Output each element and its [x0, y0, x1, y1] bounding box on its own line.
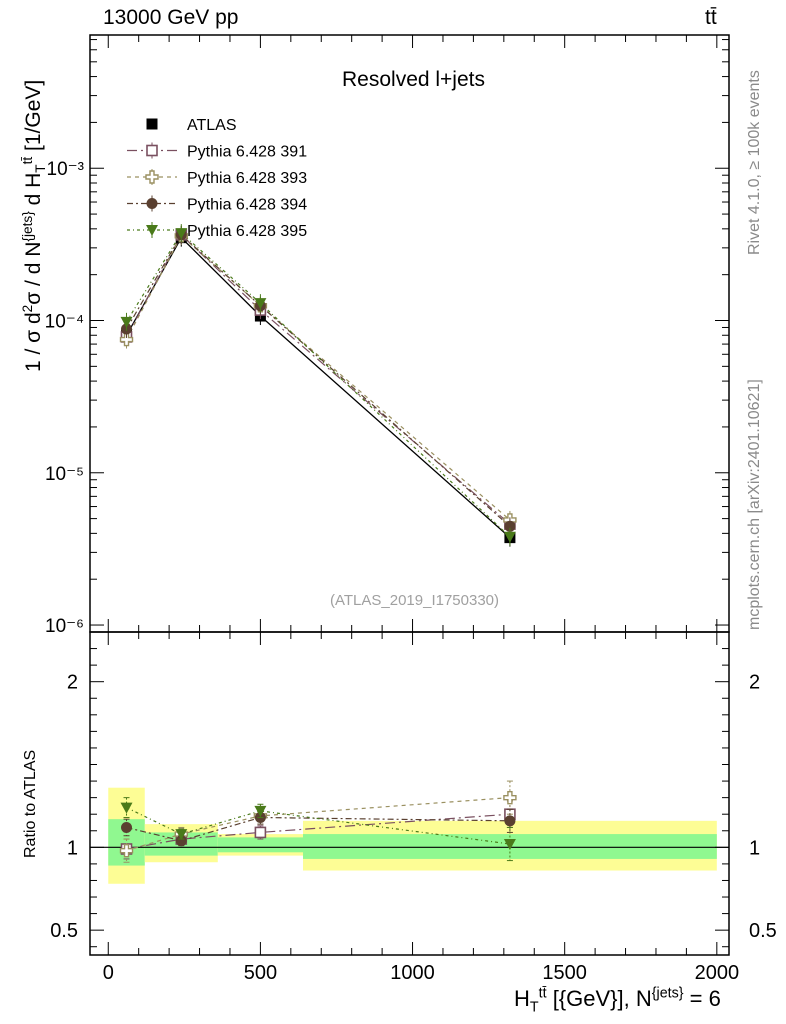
ratio-point-0-2	[254, 826, 267, 839]
analysis-annotation: (ATLAS_2019_I1750330)	[330, 592, 499, 609]
x-tick-label: 0	[103, 962, 114, 984]
legend: ATLAS Pythia 6.428 391 Pythia 6.428 393 Pyt…	[127, 117, 307, 240]
ratio-axes: 0.5 0.5 1 1 2 2 0 500 1000 1500 2000	[50, 631, 777, 984]
ratio-ytick-label-left: 0.5	[50, 920, 78, 942]
main-ytick-label: 10⁻⁴	[45, 312, 84, 333]
ratio-series-line-1	[126, 797, 510, 852]
ratio-ytick-label-right: 0.5	[749, 920, 777, 942]
legend-label-2: Pythia 6.428 393	[187, 170, 307, 187]
main-series-line-3	[125, 233, 511, 527]
x-tick-label: 1000	[390, 962, 435, 984]
ratio-point-2-3	[504, 815, 516, 827]
ratio-ytick-label-right: 1	[749, 837, 760, 859]
main-plot-title: Resolved l+jets	[342, 68, 485, 91]
ratio-point-3-2	[254, 805, 267, 817]
main-point-4-1	[175, 228, 188, 240]
main-plot-background	[90, 35, 729, 632]
main-point-3-3	[504, 520, 516, 532]
x-axis-label: HTtt̄ [{GeV}], N{jets} = 6	[514, 986, 721, 1016]
energy-label: 13000 GeV pp	[103, 6, 239, 29]
rivet-version-note: Rivet 4.1.0, ≥ 100k events	[746, 70, 763, 255]
main-series-line-1	[125, 233, 511, 525]
main-point-4-2	[254, 298, 267, 310]
ratio-ytick-label-left: 1	[67, 837, 78, 859]
legend-label-3: Pythia 6.428 394	[187, 197, 307, 214]
green-band-2	[217, 837, 303, 853]
ratio-ytick-label-right: 2	[749, 672, 760, 694]
main-point-2-0	[119, 332, 134, 347]
ratio-point-3-0	[120, 802, 133, 814]
legend-marker-0	[146, 118, 158, 130]
ratio-series-line-3	[126, 807, 510, 845]
ratio-series-lines	[126, 797, 510, 852]
ratio-frame	[89, 631, 730, 956]
main-point-4-3	[503, 531, 516, 543]
main-series-line-2	[125, 234, 511, 521]
legend-marker-3	[146, 198, 158, 209]
main-series-lines	[125, 232, 511, 539]
ratio-point-1-0	[119, 843, 134, 858]
main-axes: 10⁻⁶ 10⁻⁵ 10⁻⁴ 10⁻³ Resolved l+jets (ATLAS_20…	[45, 34, 730, 637]
ratio-point-3-1	[175, 829, 188, 841]
legend-marker-2	[145, 170, 159, 184]
ratio-point-2-0	[121, 821, 133, 833]
ratio-point-1-3	[503, 790, 517, 805]
legend-marker-1	[146, 144, 158, 157]
process-label: tt̄	[705, 6, 717, 29]
legend-label-1: Pythia 6.428 391	[187, 144, 307, 161]
main-point-4-0	[120, 316, 133, 328]
x-tick-label: 1500	[542, 962, 587, 984]
ratio-ytick-label-left: 2	[67, 672, 78, 694]
legend-label-0: ATLAS	[187, 117, 237, 134]
main-ytick-label: 10⁻⁶	[45, 616, 84, 637]
main-ytick-label: 10⁻⁵	[45, 464, 84, 485]
x-tick-label: 2000	[695, 962, 740, 984]
ratio-point-2-1	[175, 835, 187, 847]
ratio-point-3-3	[503, 839, 516, 851]
main-ytick-label: 10⁻³	[47, 159, 85, 180]
mcplots-reference-note: mcplots.cern.ch [arXiv:2401.10621]	[746, 379, 763, 630]
ratio-y-axis-label: Ratio to ATLAS	[22, 749, 39, 858]
ratio-series-line-0	[126, 813, 510, 850]
main-y-axis-label: 1 / σ d2σ / d N{jets} d HTtt̄ [1/GeV]	[20, 79, 49, 372]
main-plot-area	[90, 35, 729, 632]
main-data-points	[119, 224, 517, 547]
ratio-series-line-2	[126, 816, 510, 842]
x-tick-label: 500	[244, 962, 277, 984]
legend-label-4: Pythia 6.428 395	[187, 223, 307, 240]
main-series-line-4	[125, 232, 511, 538]
ratio-data-points	[119, 780, 517, 863]
legend-marker-4	[146, 225, 158, 236]
